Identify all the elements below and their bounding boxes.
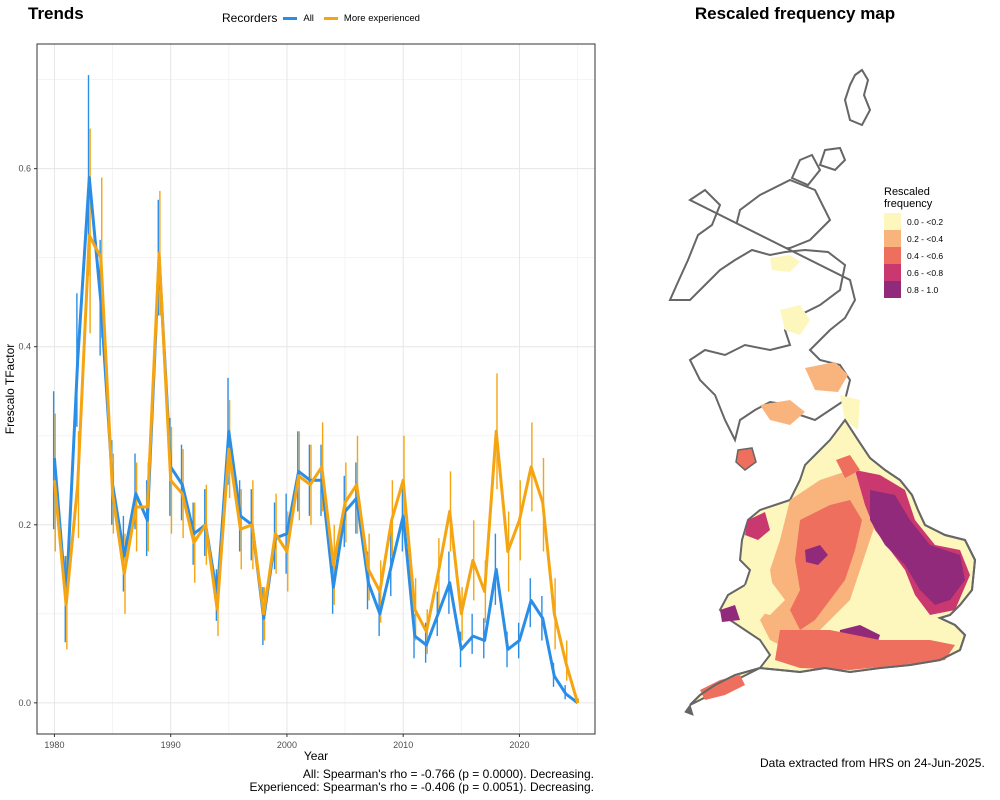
map-legend-swatch: [884, 213, 901, 230]
map-legend-row: 0.8 - 1.0: [884, 281, 943, 298]
map-legend-swatch: [884, 264, 901, 281]
y-tick-label: 0.6: [18, 164, 31, 174]
legend-label-experienced: More experienced: [343, 12, 420, 24]
series-line: [52, 176, 579, 704]
x-tick-label: 2000: [277, 740, 297, 750]
frequency-map: [668, 68, 977, 716]
map-legend-row: 0.6 - <0.8: [884, 264, 943, 281]
map-legend-swatch: [884, 230, 901, 247]
map-legend-swatch: [884, 247, 901, 264]
map-legend-label: 0.8 - 1.0: [907, 284, 939, 295]
map-legend-row: 0.0 - <0.2: [884, 213, 943, 230]
map-ni-fragment: [735, 447, 757, 471]
map-legend-label: 0.2 - <0.4: [907, 233, 944, 244]
map-scotland-outline: [733, 68, 872, 252]
map-legend-label: 0.4 - <0.6: [907, 250, 944, 261]
legend-swatch-experienced: [323, 16, 338, 20]
chart-legend: Recorders All More experienced: [222, 11, 420, 25]
map-west-coast: [668, 188, 857, 443]
y-tick-label: 0.0: [18, 698, 31, 708]
y-tick-label: 0.2: [18, 520, 31, 530]
stats-line-experienced: Experienced: Spearman's rho = -0.406 (p …: [249, 780, 595, 794]
map-legend-swatch: [884, 281, 901, 298]
trends-title: Trends: [28, 4, 84, 23]
y-axis-label: Frescalo TFactor: [3, 344, 17, 434]
map-title: Rescaled frequency map: [694, 4, 896, 23]
stats-line-all: All: Spearman's rho = -0.766 (p = 0.0000…: [302, 767, 594, 781]
x-axis-label: Year: [304, 749, 328, 763]
x-tick-label: 1980: [44, 740, 64, 750]
map-legend: Rescaled frequency 0.0 - <0.2 0.2 - <0.4…: [884, 186, 943, 298]
map-legend-row: 0.4 - <0.6: [884, 247, 943, 264]
legend-swatch-all: [283, 16, 298, 20]
credit-text: Data extracted from HRS on 24-Jun-2025.: [760, 756, 985, 770]
legend-title: Recorders: [222, 11, 278, 25]
map-legend-label: 0.6 - <0.8: [907, 267, 944, 278]
plot-border: [36, 43, 596, 735]
map-legend-title-2: frequency: [884, 198, 933, 210]
trend-chart: 1980 1990 2000 2010 2020 0.0 0.2 0.4 0.6 Year Fres…: [3, 43, 596, 763]
series-line: [52, 233, 580, 704]
map-legend-title-1: Rescaled: [884, 186, 930, 198]
stats-text: All: Spearman's rho = -0.766 (p = 0.0000…: [250, 768, 595, 794]
map-legend-row: 0.2 - <0.4: [884, 230, 943, 247]
x-tick-label: 2010: [393, 740, 413, 750]
y-tick-label: 0.4: [18, 342, 31, 352]
legend-label-all: All: [303, 12, 314, 24]
map-legend-label: 0.0 - <0.2: [907, 216, 944, 227]
x-tick-label: 1990: [161, 740, 181, 750]
x-tick-label: 2020: [509, 740, 529, 750]
